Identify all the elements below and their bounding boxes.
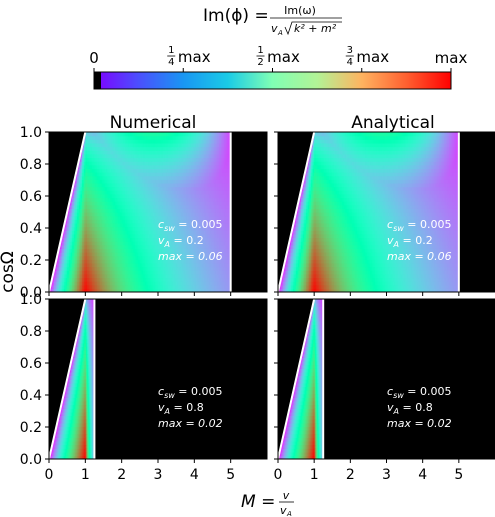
x-tick-label: 3 <box>382 467 391 483</box>
x-tick-label: 0 <box>45 467 54 483</box>
y-tick-label: 0.0 <box>20 285 42 301</box>
colorbar-tick-den: 4 <box>347 57 353 68</box>
colorbar-title-denom-sub: A <box>277 29 283 37</box>
x-tick-label: 4 <box>418 467 427 483</box>
x-tick-label: 5 <box>226 467 235 483</box>
x-tick-label: 3 <box>154 467 163 483</box>
annotation-csw: csw = 0.005 <box>158 385 222 400</box>
x-tick-label: 2 <box>117 467 126 483</box>
sqrt-sign <box>284 21 342 36</box>
x-axis-label-num: v <box>283 489 290 502</box>
colorbar-title-main: Im(ϕ) = <box>203 6 269 26</box>
annotation-csw: csw = 0.005 <box>387 218 451 233</box>
colorbar-title-numerator: Im(ω) <box>284 4 316 17</box>
x-tick-label: 1 <box>81 467 90 483</box>
heatmap-cells <box>49 132 232 292</box>
x-tick-label: 1 <box>310 467 319 483</box>
panel-bottom-right: 0 1 2 3 4 5 <box>274 298 495 483</box>
colorbar-tick-num: 1 <box>168 45 174 56</box>
heatmap-cells <box>278 299 324 459</box>
heatmap-cells <box>278 132 460 292</box>
diagonal-boundary-line <box>278 132 316 292</box>
x-axis-label: M = v v A <box>241 489 294 517</box>
y-axis-label: cosΩ <box>0 251 18 293</box>
diagonal-boundary-line <box>49 299 87 459</box>
colorbar-ticks: 0 14 max 12 max 34 max max <box>89 45 467 72</box>
x-tick-label: 2 <box>346 467 355 483</box>
diagonal-boundary-line <box>278 299 316 459</box>
y-tick-label: 0.6 <box>20 356 42 372</box>
colorbar-tick-label: 0 <box>89 49 99 67</box>
y-tick-label: 0.4 <box>20 388 42 404</box>
column-title-analytical: Analytical <box>351 113 434 133</box>
colorbar-tick-num: 1 <box>257 45 263 56</box>
annotation-max: max = 0.02 <box>387 417 452 430</box>
annotation-max: max = 0.02 <box>158 417 223 430</box>
colorbar-tick-den: 2 <box>257 57 263 68</box>
x-axis-label-main: M = <box>241 492 275 512</box>
y-tick-label: 0.8 <box>20 324 42 340</box>
annotation-va: vA = 0.8 <box>387 401 433 416</box>
annotation-va: vA = 0.2 <box>158 234 204 249</box>
x-tick-label: 5 <box>454 467 463 483</box>
y-tick-label: 0.6 <box>20 189 42 205</box>
colorbar-tick-den: 4 <box>168 57 174 68</box>
colorbar-tick-label: max <box>178 48 211 66</box>
y-tick-label: 1.0 <box>20 292 42 308</box>
annotation-max: max = 0.06 <box>158 250 223 263</box>
colorbar <box>94 72 451 89</box>
column-title-numerical: Numerical <box>110 113 197 133</box>
x-tick-label: 4 <box>190 467 199 483</box>
colorbar-title-denom-v: v <box>271 22 278 35</box>
colorbar-tick-label: max <box>435 49 468 67</box>
x-tick-label: 0 <box>274 467 283 483</box>
x-axis-label-den: v <box>280 504 287 517</box>
annotation-max: max = 0.06 <box>387 250 452 263</box>
colorbar-tick-label: max <box>267 48 300 66</box>
x-axis-label-den-sub: A <box>286 510 292 517</box>
y-tick-label: 0.2 <box>20 253 42 269</box>
y-tick-label: 0.0 <box>20 452 42 468</box>
colorbar-zero-block <box>94 72 101 89</box>
panel-bottom-left: 0.0 0.2 0.4 0.6 0.8 1.0 0 1 2 3 4 5 <box>20 292 268 483</box>
panel-top-left: 0.0 0.2 0.4 0.6 0.8 1.0 <box>20 125 268 301</box>
colorbar-title: Im(ϕ) = Im(ω) v A k² + m² <box>203 4 342 37</box>
annotation-csw: csw = 0.005 <box>387 385 451 400</box>
annotation-va: vA = 0.2 <box>387 234 433 249</box>
colorbar-tick-label: max <box>356 48 389 66</box>
y-tick-label: 1.0 <box>20 125 42 141</box>
colorbar-tick-num: 3 <box>347 45 353 56</box>
annotation-va: vA = 0.8 <box>158 401 204 416</box>
colorbar-title-denom-rest: k² + m² <box>294 22 337 35</box>
panel-top-right <box>274 131 495 296</box>
y-tick-label: 0.2 <box>20 420 42 436</box>
diagonal-boundary-line <box>49 132 87 292</box>
y-tick-label: 0.8 <box>20 157 42 173</box>
annotation-csw: csw = 0.005 <box>158 218 222 233</box>
y-tick-label: 0.4 <box>20 221 42 237</box>
